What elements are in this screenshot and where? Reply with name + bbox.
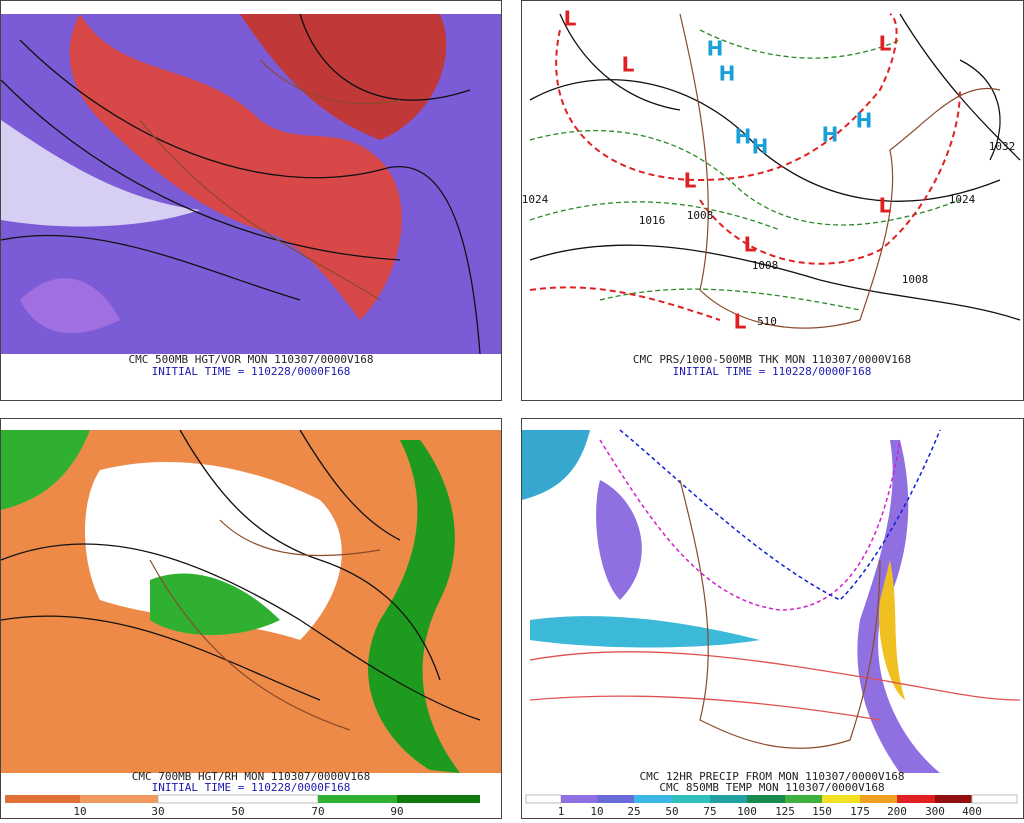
contour-label: 1008 — [902, 273, 929, 286]
precip-area — [596, 480, 642, 600]
colorbar-swatch — [634, 795, 672, 803]
colorbar-swatch — [597, 795, 634, 803]
colorbar-swatch — [897, 795, 935, 803]
colorbar-label: 75 — [703, 805, 716, 818]
colorbar-label: 10 — [73, 805, 86, 818]
coastline — [679, 13, 1001, 329]
colorbar-swatch — [860, 795, 897, 803]
caption: CMC 700MB HGT/RH MON 110307/0000V168 — [132, 770, 370, 783]
low-marker: L — [879, 32, 892, 56]
moist-region — [1, 430, 90, 510]
coastline — [679, 479, 881, 749]
caption-initial: INITIAL TIME = 110228/0000F168 — [152, 781, 351, 794]
high-marker: H — [707, 37, 724, 61]
colorbar-swatch — [710, 795, 747, 803]
temp-contour — [599, 439, 901, 611]
colorbar-swatch — [561, 795, 597, 803]
colorbar-swatch — [971, 794, 1018, 804]
caption: CMC PRS/1000-500MB THK MON 110307/0000V1… — [633, 353, 911, 366]
coastline — [149, 519, 381, 731]
colorbar-label: 1 — [558, 805, 565, 818]
coastline — [139, 59, 401, 301]
precip-core — [879, 560, 905, 700]
contour-label: 1008 — [752, 259, 779, 272]
colorbar-swatch — [318, 795, 397, 803]
high-marker: H — [822, 123, 839, 147]
colorbar-swatch — [747, 795, 785, 803]
neutral-vorticity — [1, 120, 200, 227]
temp-contour — [529, 651, 1021, 721]
colorbar-label: 30 — [151, 805, 164, 818]
isobar — [529, 13, 1021, 321]
thickness-540 — [529, 13, 961, 321]
colorbar-label: 100 — [737, 805, 757, 818]
contour-label: 1024 — [522, 193, 549, 206]
precip-area — [522, 430, 590, 500]
thickness-line — [529, 29, 961, 311]
contour-label: 1032 — [989, 140, 1016, 153]
high-marker: H — [856, 109, 873, 133]
colorbar-label: 25 — [627, 805, 640, 818]
caption: CMC 850MB TEMP MON 110307/0000V168 — [659, 781, 884, 794]
low-marker: L — [879, 194, 892, 218]
precip-area — [857, 440, 940, 773]
colorbar-swatch — [80, 795, 158, 803]
contour-label: 1016 — [639, 214, 666, 227]
low-marker: L — [734, 310, 747, 334]
colorbar-label: 300 — [925, 805, 945, 818]
low-marker: L — [744, 233, 757, 257]
caption: CMC 12HR PRECIP FROM MON 110307/0000V168 — [640, 770, 905, 783]
panel-500mb: CMC 500MB HGT/VOR MON 110307/0000V168 IN… — [0, 0, 502, 401]
caption-initial: INITIAL TIME = 110228/0000F168 — [673, 365, 872, 378]
colorbar-label: 70 — [311, 805, 324, 818]
colorbar-label: 10 — [590, 805, 603, 818]
colorbar-swatch — [157, 794, 319, 804]
panel-pressure: CMC PRS/1000-500MB THK MON 110307/0000V1… — [521, 0, 1024, 401]
height-contour — [0, 429, 481, 721]
colorbar-label: 50 — [665, 805, 678, 818]
moist-region — [368, 440, 460, 773]
neutral-rh — [85, 461, 342, 640]
colorbar-swatch — [672, 795, 710, 803]
high-marker: H — [719, 62, 736, 86]
panel-700mb: CMC 700MB HGT/RH MON 110307/0000V168 INI… — [0, 418, 502, 819]
negative-vorticity — [20, 278, 120, 334]
colorbar-swatch — [822, 795, 860, 803]
colorbar-swatch — [5, 795, 80, 803]
panel-frame — [0, 0, 502, 401]
height-contour — [0, 13, 481, 355]
colorbar-label: 200 — [887, 805, 907, 818]
contour-label: 1008 — [687, 209, 714, 222]
colorbar-label: 125 — [775, 805, 795, 818]
colorbar-label: 175 — [850, 805, 870, 818]
positive-vorticity — [240, 14, 447, 140]
high-marker: H — [752, 135, 769, 159]
colorbar-swatch — [397, 795, 480, 803]
colorbar-swatch — [525, 794, 562, 804]
caption: CMC 500MB HGT/VOR MON 110307/0000V168 — [128, 353, 373, 366]
colorbar-label: 400 — [962, 805, 982, 818]
high-marker: H — [735, 125, 752, 149]
low-marker: L — [684, 169, 697, 193]
colorbar-label: 50 — [231, 805, 244, 818]
low-marker: L — [564, 7, 577, 31]
caption-initial: INITIAL TIME = 110228/0000F168 — [152, 365, 351, 378]
colorbar-label: 150 — [812, 805, 832, 818]
temp-contour — [619, 429, 941, 601]
colorbar-label: 90 — [390, 805, 403, 818]
contour-label: 1024 — [949, 193, 976, 206]
moist-region — [150, 573, 280, 635]
precip-area — [530, 616, 760, 648]
contour-label: 510 — [757, 315, 777, 328]
low-marker: L — [622, 53, 635, 77]
colorbar-swatch — [785, 795, 822, 803]
panel-precip: CMC 12HR PRECIP FROM MON 110307/0000V168… — [521, 418, 1024, 819]
colorbar-swatch — [935, 795, 972, 803]
